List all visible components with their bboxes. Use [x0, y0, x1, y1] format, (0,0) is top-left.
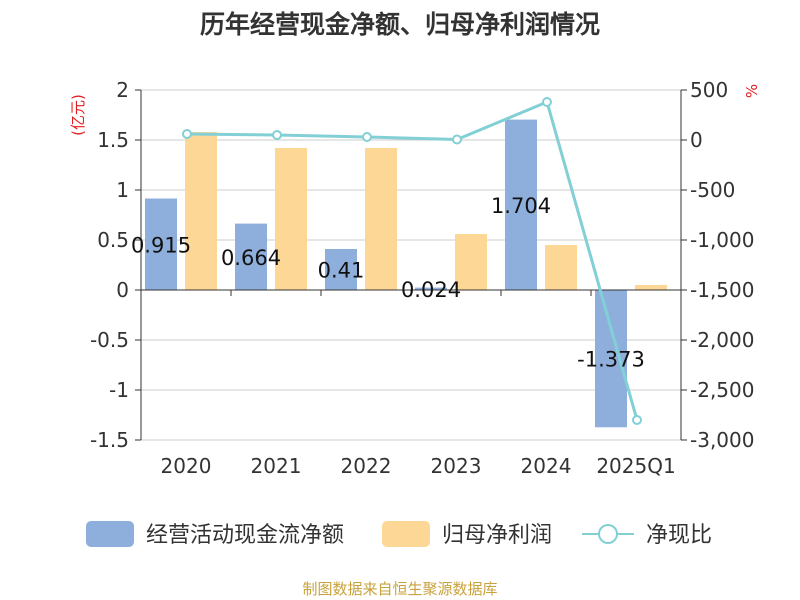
y-right-tick-label: -500: [690, 178, 735, 202]
x-tick-label: 2023: [431, 454, 482, 478]
bar-data-label: 1.704: [491, 194, 551, 218]
x-tick-label: 2021: [251, 454, 302, 478]
y-left-tick-label: 2: [116, 78, 129, 102]
y-left-tick-label: 1.5: [97, 128, 129, 152]
y-left-tick-label: 1: [116, 178, 129, 202]
ratio-point: [452, 134, 462, 145]
bar-data-label: 0.664: [221, 246, 281, 270]
y-right-label: %: [743, 84, 761, 98]
x-tick-label: 2025Q1: [596, 454, 675, 478]
bar-data-label: 0.41: [318, 259, 365, 283]
y-left-label: (亿元): [69, 94, 87, 136]
legend-label: 归母净利润: [442, 523, 552, 548]
x-tick-label: 2022: [341, 454, 392, 478]
bar: [365, 148, 397, 290]
y-right-tick-label: 500: [690, 78, 728, 102]
y-right-tick-label: -1,000: [690, 228, 754, 252]
axes-group: 2 1.5 1 0.5 0 -0.5 -1 -1.5 500 0 -500 -1,000 -1,500 -…: [90, 78, 755, 478]
bar: [635, 285, 667, 290]
ratio-point: [362, 132, 372, 142]
bar: [505, 119, 537, 290]
legend-swatch: [382, 521, 430, 547]
ratio-line: [186, 99, 639, 421]
legend-swatch: [86, 521, 134, 547]
ratio-point: [542, 97, 552, 107]
ratio-point: [272, 130, 282, 140]
bar: [455, 234, 487, 290]
bar: [415, 287, 447, 290]
y-left-tick-label: -0.5: [90, 328, 129, 352]
legend-label: 净现比: [646, 523, 712, 548]
data-labels-group: 0.915 0.664 0.41 0.024 1.704 -1.373: [131, 194, 645, 372]
bar: [595, 290, 627, 428]
bar: [275, 148, 307, 290]
y-left-tick-label: 0: [116, 278, 129, 302]
y-right-tick-label: -2,500: [690, 378, 754, 402]
y-left-tick-label: -1.5: [90, 428, 129, 452]
y-left-tick-label: 0.5: [97, 228, 129, 252]
chart-title: 历年经营现金净额、归母净利润情况: [200, 10, 600, 39]
legend: 经营活动现金流净额 归母净利润 净现比: [86, 521, 712, 548]
bar: [325, 249, 357, 290]
x-tick-label: 2020: [161, 454, 212, 478]
legend-marker: [598, 524, 618, 544]
source-footer: 制图数据来自恒生聚源数据库: [302, 580, 498, 598]
bars-group: [145, 119, 667, 428]
y-right-tick-label: 0: [690, 128, 703, 152]
x-tick-label: 2024: [521, 454, 572, 478]
bar: [145, 198, 177, 290]
y-right-tick-label: -3,000: [690, 428, 754, 452]
bar: [545, 245, 577, 290]
bar: [185, 132, 217, 290]
y-left-tick-label: -1: [109, 378, 129, 402]
y-right-tick-label: -1,500: [690, 278, 754, 302]
y-right-tick-label: -2,000: [690, 328, 754, 352]
ratio-point: [632, 415, 642, 425]
bar-data-label: 0.915: [131, 233, 191, 257]
ratio-point: [182, 129, 192, 139]
bar: [235, 223, 267, 290]
legend-label: 经营活动现金流净额: [146, 523, 344, 548]
bar-data-label: -1.373: [577, 348, 645, 372]
bar-data-label: 0.024: [401, 278, 461, 302]
ratio-line-group: [182, 97, 642, 425]
